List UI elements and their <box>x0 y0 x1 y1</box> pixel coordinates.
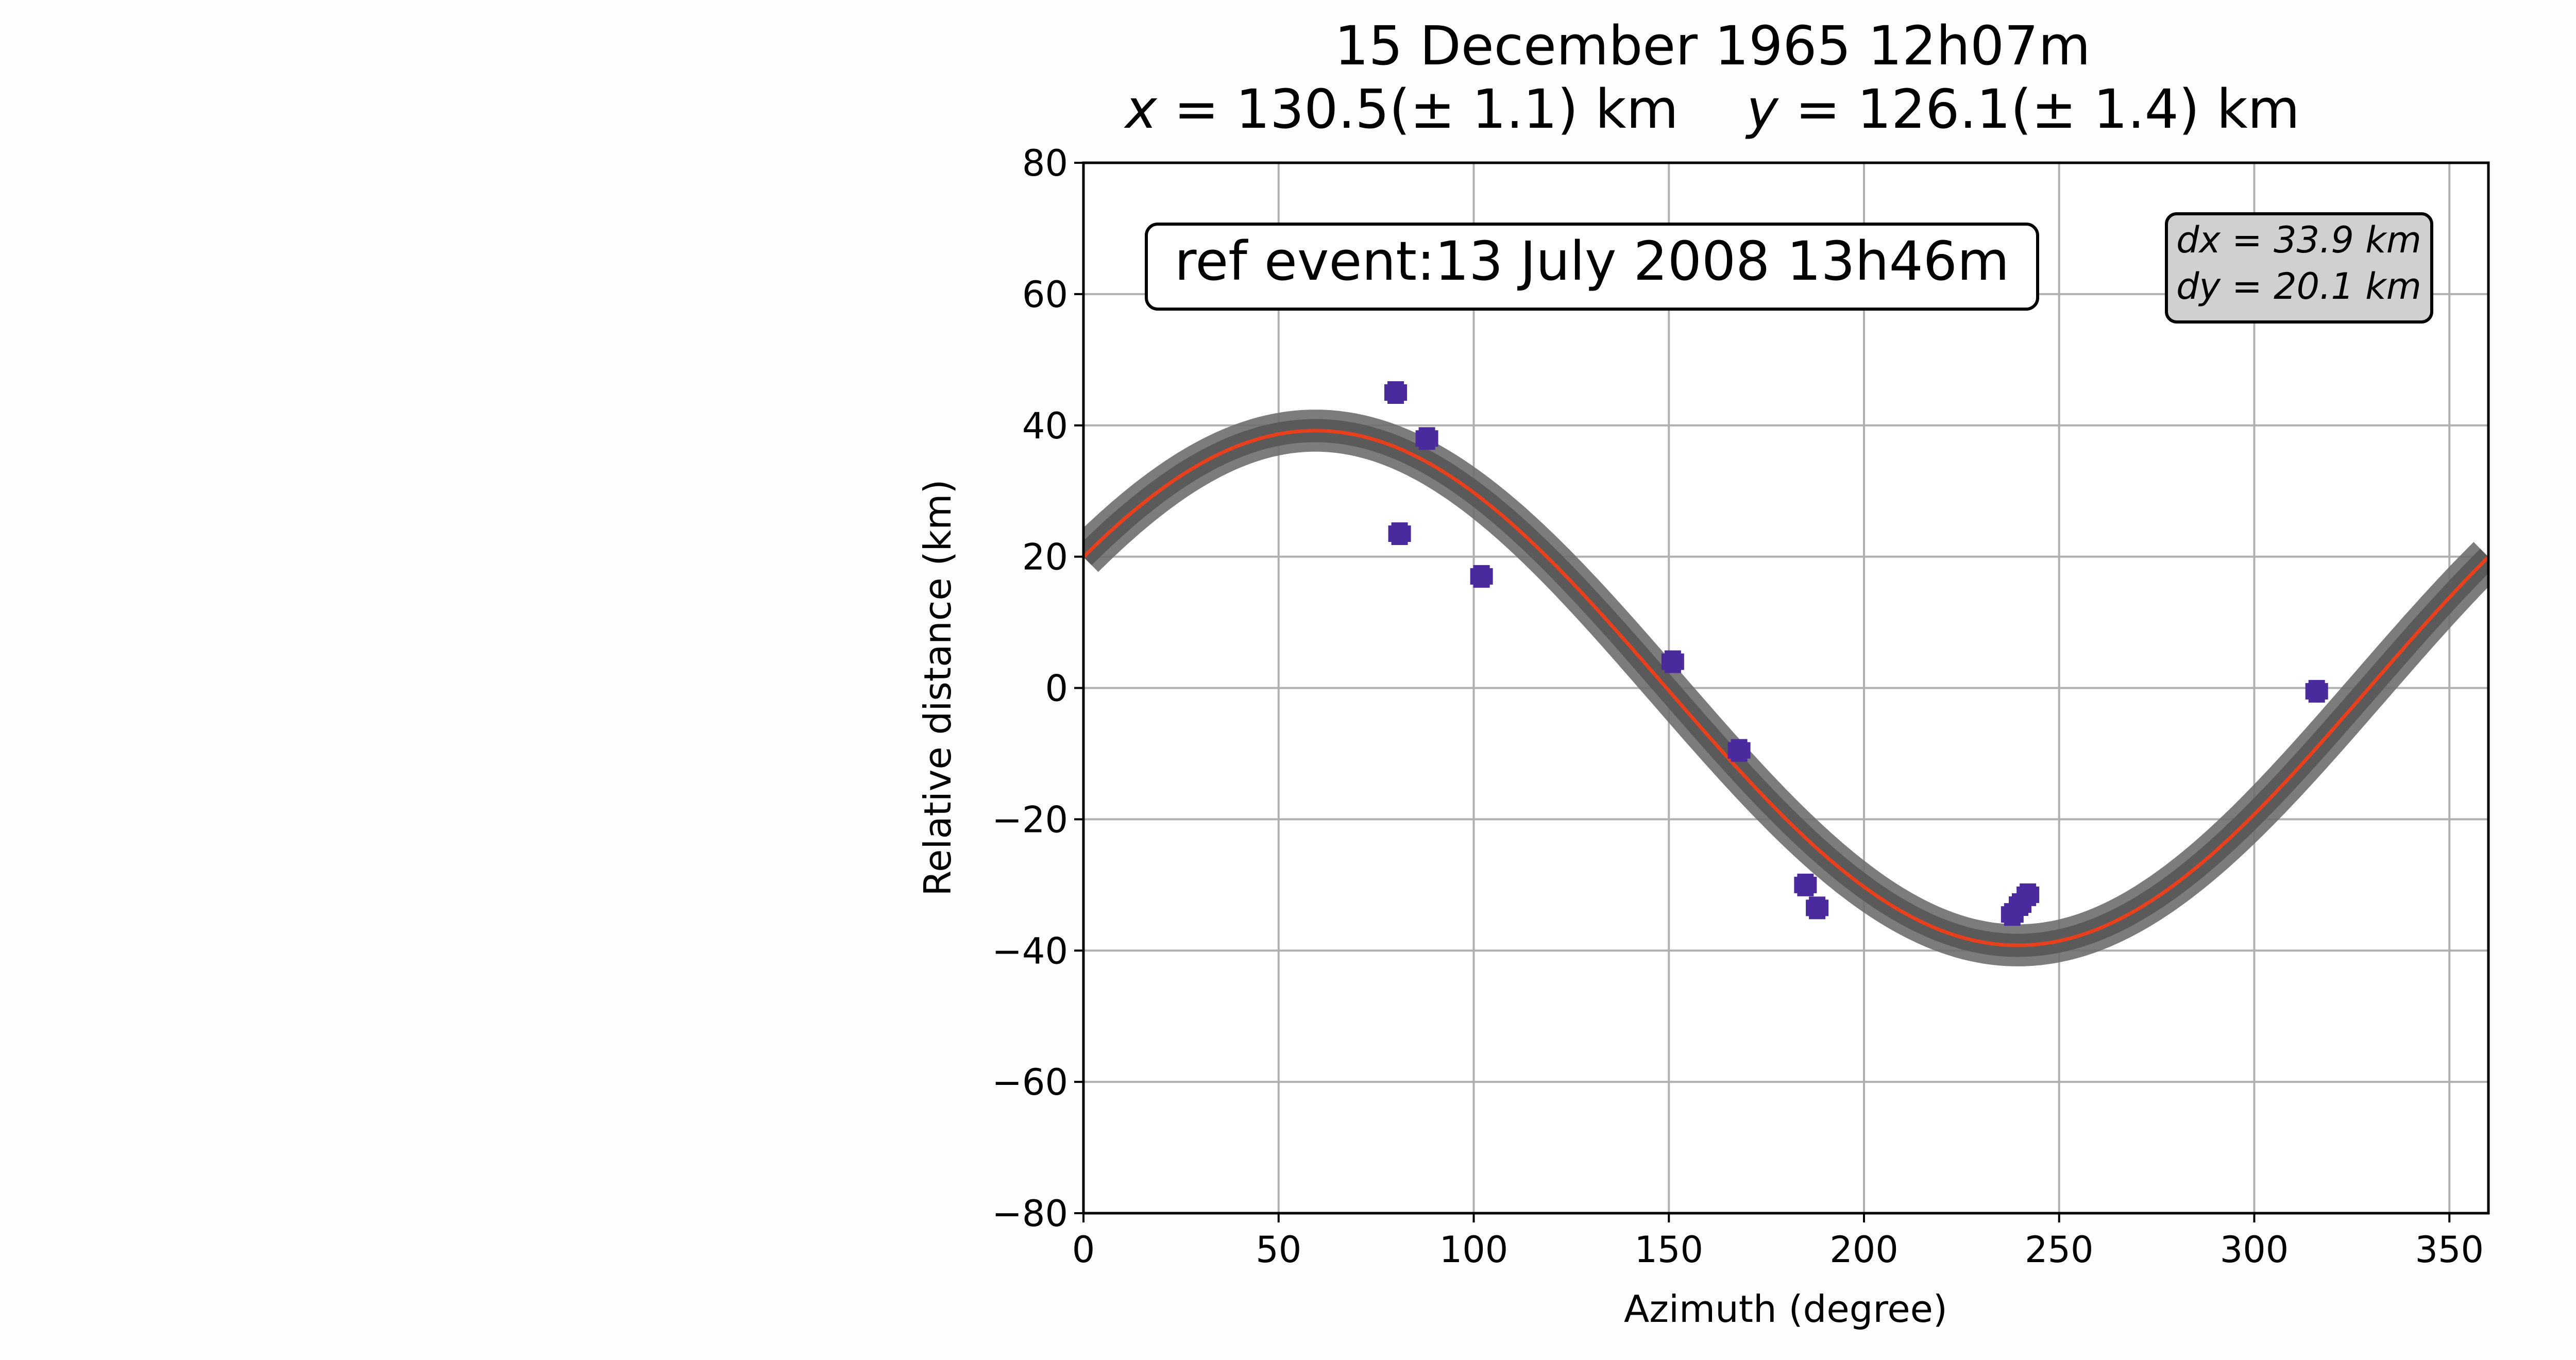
x-tick-label: 350 <box>2415 1229 2484 1271</box>
y-tick-label: −80 <box>992 1193 1068 1235</box>
y-tick-label: 20 <box>1022 536 1068 579</box>
data-point <box>2016 883 2040 906</box>
x-tick-label: 250 <box>2025 1229 2094 1271</box>
data-point <box>1727 739 1751 762</box>
stats-dy: dy = 20.1 km <box>2176 265 2421 308</box>
chart-subtitle: x = 130.5(± 1.1) km y = 126.1(± 1.4) km <box>1124 78 2300 141</box>
y-tick-label: −60 <box>992 1061 1068 1103</box>
x-tick-label: 300 <box>2220 1229 2289 1271</box>
stats-box <box>2165 212 2433 324</box>
data-point <box>1388 522 1411 546</box>
data-point <box>2305 679 2328 703</box>
y-tick-label: −40 <box>992 930 1068 972</box>
data-point <box>1384 381 1407 404</box>
ref-event-label: ref event:13 July 2008 13h46m <box>1175 230 2009 293</box>
y-tick-label: 0 <box>1045 668 1068 710</box>
x-tick-label: 50 <box>1256 1229 1301 1271</box>
data-point <box>1806 896 1829 920</box>
x-tick-label: 0 <box>1072 1229 1095 1271</box>
stats-dx: dx = 33.9 km <box>2176 219 2421 261</box>
x-axis-label: Azimuth (degree) <box>1624 1287 1947 1331</box>
y-axis-label: Relative distance (km) <box>916 479 959 896</box>
data-point <box>1470 565 1493 588</box>
x-tick-label: 100 <box>1439 1229 1509 1271</box>
data-points <box>1384 381 2328 926</box>
y-tick-label: 40 <box>1022 405 1068 447</box>
fit-curve <box>1083 429 2488 947</box>
axis-ticks: 0 50 100 150 200 250 300 350806040200−20−40−60−… <box>992 142 2484 1271</box>
chart-title: 15 December 1965 12h07m <box>1334 14 2090 77</box>
y-tick-label: 60 <box>1022 274 1068 316</box>
y-tick-label: −20 <box>992 798 1068 841</box>
data-point <box>1661 650 1684 673</box>
ref-event-box <box>1145 223 2039 311</box>
x-tick-label: 150 <box>1634 1229 1703 1271</box>
y-tick-label: 80 <box>1022 142 1068 184</box>
data-point <box>1794 873 1817 896</box>
data-point <box>1415 427 1438 450</box>
x-tick-label: 200 <box>1829 1229 1899 1271</box>
